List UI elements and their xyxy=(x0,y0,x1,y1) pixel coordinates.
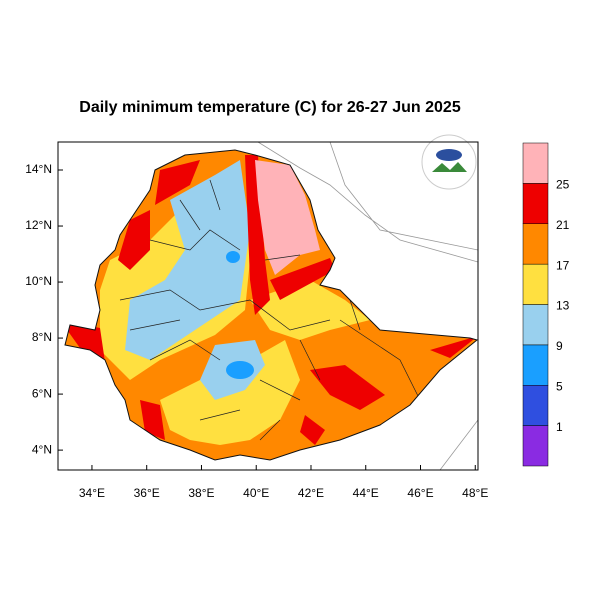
colorbar-label: 13 xyxy=(556,299,570,313)
colorbar-box xyxy=(522,304,549,346)
colorbar-box xyxy=(522,425,549,467)
colorbar-label: 9 xyxy=(556,339,563,353)
map-background xyxy=(257,142,478,470)
field-region xyxy=(226,361,254,379)
field-region xyxy=(245,155,270,315)
field-region xyxy=(226,251,240,263)
y-tick-label: 8°N xyxy=(32,330,52,344)
x-tick-label: 42°E xyxy=(298,486,324,500)
country-outline xyxy=(64,149,479,461)
colorbar-box xyxy=(522,344,549,386)
field-region xyxy=(125,160,250,360)
x-tick-label: 48°E xyxy=(462,486,488,500)
field-region xyxy=(270,258,335,300)
temperature-field xyxy=(65,150,477,460)
field-region xyxy=(118,210,150,270)
logo xyxy=(421,134,477,190)
field-region xyxy=(310,365,385,410)
y-tick-label: 4°N xyxy=(32,442,52,456)
colorbar-box xyxy=(522,385,549,426)
colorbar-box xyxy=(522,263,549,305)
x-tick-label: 46°E xyxy=(407,486,433,500)
plot-frame xyxy=(57,141,479,471)
x-tick-label: 36°E xyxy=(134,486,160,500)
x-tick-label: 40°E xyxy=(243,486,269,500)
colorbar-label: 21 xyxy=(556,218,570,232)
field-region xyxy=(255,160,320,275)
y-tick-label: 14°N xyxy=(25,162,52,176)
field-region xyxy=(300,415,325,445)
chart-title: Daily minimum temperature (C) for 26-27 … xyxy=(79,99,461,116)
colorbar-label: 5 xyxy=(556,379,563,393)
colorbar-label: 25 xyxy=(556,178,570,192)
y-tick-label: 12°N xyxy=(25,218,52,232)
field-region xyxy=(65,320,105,362)
colorbar-box xyxy=(522,223,549,265)
field-region xyxy=(155,160,200,205)
colorbar-box xyxy=(522,142,549,184)
colorbar-label: 17 xyxy=(556,258,570,272)
field-region xyxy=(430,336,477,358)
x-tick-label: 34°E xyxy=(79,486,105,500)
y-tick-label: 6°N xyxy=(32,386,52,400)
x-tick-label: 38°E xyxy=(188,486,214,500)
x-tick-label: 44°E xyxy=(353,486,379,500)
colorbar-box xyxy=(522,183,549,224)
y-tick-label: 10°N xyxy=(25,274,52,288)
colorbar-label: 1 xyxy=(556,420,563,434)
field-region xyxy=(140,400,165,440)
